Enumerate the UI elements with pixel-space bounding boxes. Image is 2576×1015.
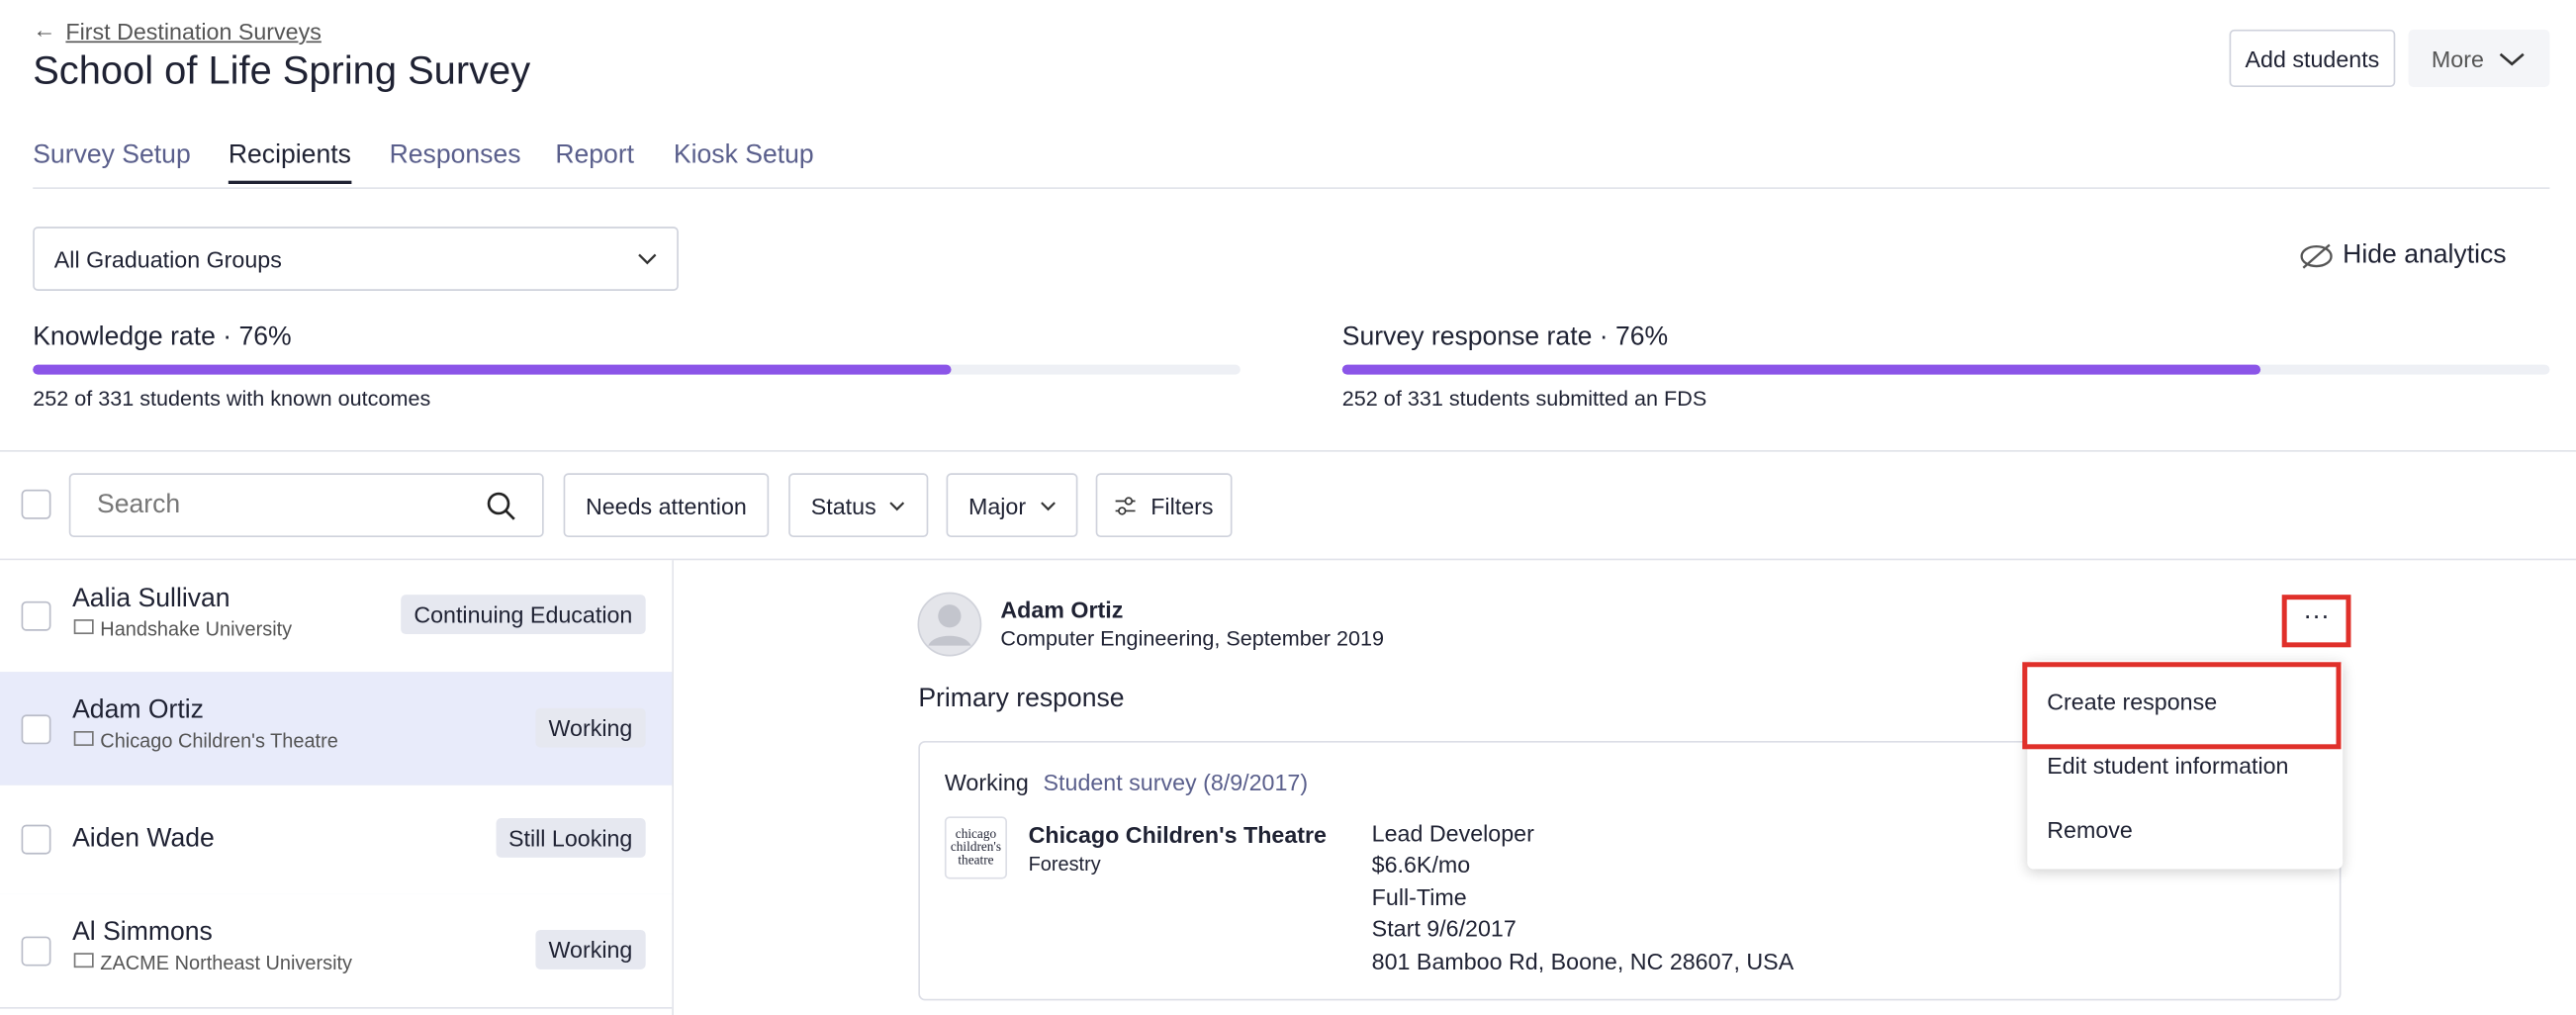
search-icon — [487, 491, 515, 519]
response-card: Working Student survey (8/9/2017) chicag… — [918, 740, 2342, 1001]
student-org: Chicago Children's Theatre — [100, 729, 338, 753]
status-tag: Continuing Education — [401, 595, 646, 635]
student-name: Adam Ortiz — [72, 696, 204, 725]
student-org: ZACME Northeast University — [100, 951, 353, 974]
metric-label: Survey response rate · 76% — [1341, 323, 1669, 352]
add-students-button[interactable]: Add students — [2229, 29, 2396, 88]
status-tag: Working — [535, 929, 646, 969]
button-label: Needs attention — [585, 492, 747, 518]
button-label: Filters — [1150, 492, 1214, 518]
progress-fill — [1341, 364, 2260, 375]
metric-description: 252 of 331 students with known outcomes — [33, 386, 431, 412]
student-name: Aalia Sullivan — [72, 585, 230, 613]
filter-button[interactable]: Status — [788, 473, 929, 538]
toggle-label: Hide analytics — [2343, 241, 2507, 270]
section-title: Primary response — [918, 685, 1125, 713]
status-tag: Working — [535, 706, 646, 747]
student-row[interactable]: Aiden Wade Still Looking — [0, 784, 673, 896]
button-label: Status — [810, 492, 876, 518]
filter-button[interactable]: Filters — [1095, 473, 1233, 538]
row-checkbox[interactable] — [21, 824, 51, 855]
highlight-box — [2022, 662, 2342, 750]
eye-off-icon — [2300, 243, 2333, 269]
job-detail: $6.6K/mo — [1371, 851, 1471, 878]
department: Forestry — [1028, 852, 1101, 877]
filter-button[interactable]: Needs attention — [563, 473, 770, 538]
student-org: Handshake University — [100, 617, 293, 641]
row-checkbox[interactable] — [21, 600, 51, 631]
search-input[interactable]: Search — [68, 473, 544, 538]
more-actions[interactable]: ··· — [2281, 595, 2351, 648]
chevron — [638, 252, 657, 264]
student-row[interactable]: Al Simmons ZACME Northeast University Work… — [0, 893, 673, 1009]
divider — [672, 560, 674, 1015]
student-row[interactable]: Aalia Sullivan Handshake University Contin… — [0, 560, 673, 674]
page-title: School of Life Spring Survey — [33, 48, 531, 94]
student-name: Al Simmons — [72, 918, 213, 947]
tab[interactable]: Survey Setup — [33, 140, 191, 170]
graduation-select[interactable]: All Graduation Groups — [33, 227, 679, 291]
org-icon — [73, 731, 94, 746]
more-label: More — [2431, 45, 2484, 72]
back-arrow: ← — [33, 16, 56, 44]
tab[interactable]: Report — [555, 140, 635, 170]
button-label: Major — [967, 492, 1027, 518]
avatar — [917, 592, 982, 657]
tab[interactable]: Kiosk Setup — [673, 140, 814, 170]
menu-item[interactable]: Remove — [2047, 816, 2133, 843]
row-checkbox[interactable] — [21, 713, 51, 744]
org-icon — [73, 619, 94, 635]
chevron — [2499, 51, 2525, 65]
metric-description: 252 of 331 students submitted an FDS — [1341, 386, 1707, 412]
metric-label: Knowledge rate · 76% — [33, 323, 292, 352]
chevron — [1040, 501, 1056, 510]
job-details: Lead Developer $6.6K/mo Full-Time Start 9/6… — [1372, 818, 1794, 977]
detail-subtitle: Computer Engineering, September 2019 — [1000, 625, 1385, 651]
org-icon — [73, 953, 94, 969]
tab[interactable]: Recipients — [228, 141, 351, 184]
progress-fill — [33, 364, 951, 375]
job-detail: Start 9/6/2017 — [1371, 915, 1517, 942]
employer: Chicago Children's Theatre — [1028, 821, 1327, 848]
job-detail: 801 Bamboo Rd, Boone, NC 28607, USA — [1371, 947, 1794, 974]
job-detail: Lead Developer — [1371, 819, 1534, 847]
menu-item[interactable]: Create response — [2047, 688, 2218, 715]
student-name: Aiden Wade — [72, 824, 215, 853]
back-link[interactable]: First Destination Surveys — [65, 18, 322, 45]
menu-item[interactable]: Edit student information — [2047, 752, 2289, 780]
more-button[interactable]: More — [2408, 29, 2550, 88]
chevron — [889, 501, 905, 510]
card-status: Working — [944, 769, 1029, 795]
hide-analytics[interactable]: Hide analytics — [2300, 241, 2507, 271]
status-tag: Still Looking — [495, 818, 646, 858]
detail-name: Adam Ortiz — [1000, 596, 1124, 623]
action-menu: Create response Edit student information R… — [2027, 660, 2344, 870]
filter-icon — [1116, 496, 1137, 514]
row-checkbox[interactable] — [21, 935, 51, 966]
student-row[interactable]: Adam Ortiz Chicago Children's Theatre Work… — [0, 672, 673, 787]
card-source[interactable]: Student survey (8/9/2017) — [1043, 769, 1309, 795]
employer-logo: chicago children's theatre — [944, 816, 1008, 879]
tab[interactable]: Responses — [389, 140, 521, 170]
select-all[interactable] — [21, 489, 51, 519]
job-detail: Full-Time — [1371, 883, 1467, 910]
filter-button[interactable]: Major — [946, 473, 1078, 538]
select-label: All Graduation Groups — [53, 245, 282, 272]
search-placeholder: Search — [96, 490, 181, 518]
